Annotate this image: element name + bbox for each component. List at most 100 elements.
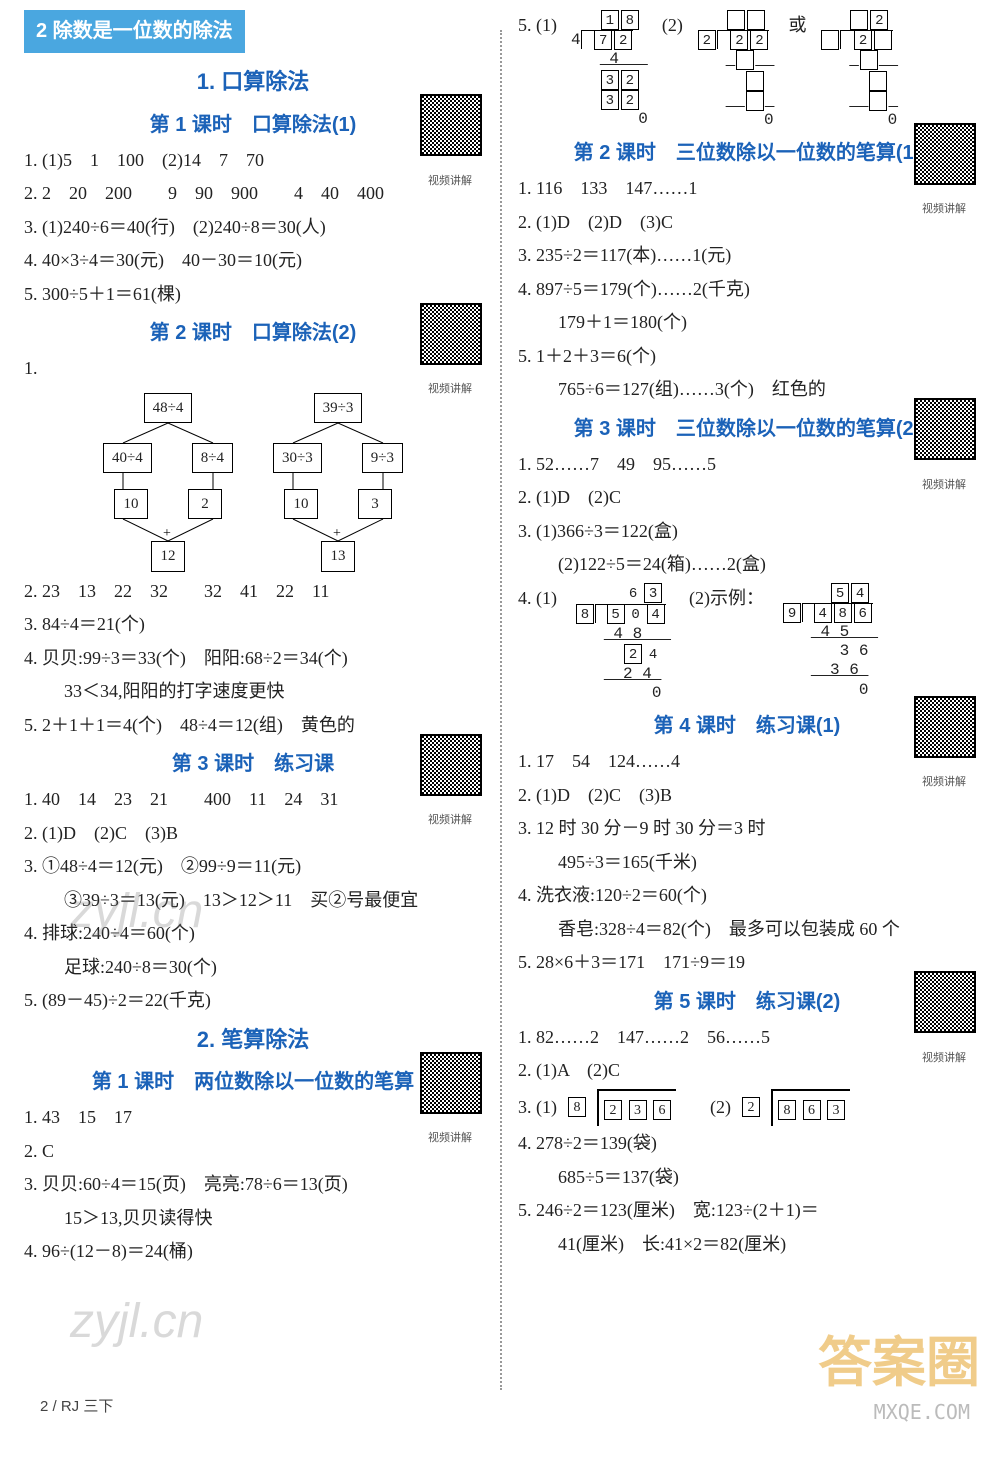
ans-line: 4. 897÷5＝179(个)……2(千克) [518,274,976,306]
qr-icon [914,696,976,758]
qr-icon [420,94,482,156]
qr-label: 视频讲解 [912,1049,976,1068]
problem-3-divisions: 3. (1) 8 2 3 6 (2) 2 8 6 3 [518,1089,976,1127]
digit-cell: 3 [827,1100,845,1120]
ans-line: 2. (1)D (2)D (3)C [518,207,976,239]
ans-line: 1. 116 133 147……1 [518,173,976,205]
ans-line: 3. ①48÷4＝12(元) ②99÷9＝11(元) [24,851,482,883]
ans-line: 2. C [24,1136,482,1168]
tree-node: 30÷3 [273,443,322,473]
dividend: 2 3 6 [597,1089,676,1127]
tree-node: 48÷4 [144,393,193,423]
ans-line: 1. 43 15 17 [24,1102,482,1134]
ans-line: 685÷5＝137(袋) [518,1162,976,1194]
ans-line: 2. (1)D (2)C (3)B [24,818,482,850]
digit-cell: 2 [604,1100,622,1120]
tree-node: 8÷4 [192,443,233,473]
qr-label: 视频讲解 [418,172,482,191]
ans-line: 495÷3＝165(千米) [518,847,976,879]
label: (2)示例： [689,583,764,615]
ans-line: 1. (1)5 1 100 (2)14 7 70 [24,145,482,177]
label: 3. (1) [518,1092,557,1124]
label: 或 [788,10,806,42]
b-lesson-4-header: 第 4 课时 练习课(1) 视频讲解 [518,709,976,744]
ans-line: 1. 17 54 124……4 [518,746,976,778]
lesson-2-title: 第 2 课时 口算除法(2) [150,316,357,351]
qr-icon [420,734,482,796]
svg-text:+: + [333,526,341,541]
b-lesson-4-title: 第 4 课时 练习课(1) [654,709,841,744]
ans-line: 41(厘米) 长:41×2＝82(厘米) [518,1229,976,1261]
b-lesson-2-header: 第 2 课时 三位数除以一位数的笔算(1) 视频讲解 [518,136,976,171]
problem-4-divisions: 4. (1) 63 8 504 4 8 24 2 4 0 (2)示例： 54 9… [518,583,976,704]
digit-cell: 6 [653,1100,671,1120]
b-lesson-1-header: 第 1 课时 两位数除以一位数的笔算 视频讲解 [24,1065,482,1100]
section-banner: 2 除数是一位数的除法 [24,10,245,53]
ans-line: 3. 235÷2＝117(本)……1(元) [518,240,976,272]
qr-label: 视频讲解 [418,1129,482,1148]
ans-line: 4. 洗衣液:120÷2＝60(个) [518,880,976,912]
ans-line: 1. 52……7 49 95……5 [518,449,976,481]
qr-icon [914,971,976,1033]
ans-line: 5. (89－45)÷2＝22(千克) [24,985,482,1017]
b-lesson-5-header: 第 5 课时 练习课(2) 视频讲解 [518,985,976,1020]
ans-line: 4. 278÷2＝139(袋) [518,1128,976,1160]
ans-line: 2. 2 20 200 9 90 900 4 40 400 [24,178,482,210]
subsection-1-title: 1. 口算除法 [24,63,482,102]
qr-icon [914,123,976,185]
long-division: 18 4 72 4 32 32 0 [571,10,648,129]
long-division: 2 22 0 [697,10,775,130]
long-division: 2 2 0 [820,10,898,130]
subsection-2-title: 2. 笔算除法 [24,1021,482,1060]
b-lesson-5-title: 第 5 课时 练习课(2) [654,985,841,1020]
tree-node: 2 [188,489,222,519]
long-division: 54 9 486 4 5 3 6 3 6 0 [782,583,878,700]
tree-node: 9÷3 [362,443,403,473]
ans-line: 4. 40×3÷4＝30(元) 40－30＝10(元) [24,245,482,277]
ans-line: 5. 2＋1＋1＝4(个) 48÷4＝12(组) 黄色的 [24,710,482,742]
tree-node: 3 [358,489,392,519]
ans-line: 5. 300÷5＋1＝61(棵) [24,279,482,311]
ans-line: ③39÷3＝13(元) 13＞12＞11 买②号最便宜 [24,885,482,917]
problem-5-divisions: 5. (1) 18 4 72 4 32 32 0 (2) 2 22 0 或 2 … [518,10,976,130]
tree-node: 13 [321,541,355,571]
b-lesson-3-header: 第 3 课时 三位数除以一位数的笔算(2) 视频讲解 [518,412,976,447]
ans-line: 179＋1＝180(个) [518,307,976,339]
ans-line: 3. 12 时 30 分－9 时 30 分＝3 时 [518,813,976,845]
tree-node: 40÷4 [103,443,152,473]
tree-node: 12 [151,541,185,571]
ans-line: 2. (1)D (2)C [518,482,976,514]
ans-line: 765÷6＝127(组)……3(个) 红色的 [518,374,976,406]
digit-cell: 6 [803,1100,821,1120]
qr-label: 视频讲解 [912,476,976,495]
ans-line: 4. 排球:240÷4＝60(个) [24,918,482,950]
page: 2 除数是一位数的除法 1. 口算除法 第 1 课时 口算除法(1) 视频讲解 … [0,0,1000,1430]
page-footer: 2 / RJ 三下 [40,1394,113,1420]
tree-node: 39÷3 [314,393,363,423]
qr-label: 视频讲解 [418,811,482,830]
qr-label: 视频讲解 [912,200,976,219]
ans-line: 2. (1)A (2)C [518,1055,976,1087]
ans-line: 4. 贝贝:99÷3＝33(个) 阳阳:68÷2＝34(个) [24,643,482,675]
label: (2) [662,10,683,42]
digit-cell: 8 [778,1100,796,1120]
label: 4. (1) [518,583,557,615]
label: 5. (1) [518,10,557,42]
ans-line: 3. (1)366÷3＝122(盒) [518,516,976,548]
ans-line: 1. [24,353,482,385]
tree-b: 39÷3 30÷3 9÷3 10 3 + 13 [268,393,408,572]
lesson-1-header: 第 1 课时 口算除法(1) 视频讲解 [24,108,482,143]
ans-line: 3. (1)240÷6＝40(行) (2)240÷8＝30(人) [24,212,482,244]
right-column: 5. (1) 18 4 72 4 32 32 0 (2) 2 22 0 或 2 … [500,10,976,1410]
lesson-1-title: 第 1 课时 口算除法(1) [150,108,357,143]
b-lesson-3-title: 第 3 课时 三位数除以一位数的笔算(2) [574,412,921,447]
tree-node: 10 [284,489,318,519]
long-division: 63 8 504 4 8 24 2 4 0 [575,583,671,704]
tree-a: 48÷4 40÷4 8÷4 10 2 + 12 [98,393,238,572]
label: (2) [710,1092,731,1124]
lesson-2-header: 第 2 课时 口算除法(2) 视频讲解 [24,316,482,351]
decomposition-trees: 48÷4 40÷4 8÷4 10 2 + 12 39÷3 30÷3 [24,393,482,572]
ans-line: 3. 84÷4＝21(个) [24,609,482,641]
lesson-3-title: 第 3 课时 练习课 [172,747,334,782]
qr-icon [914,398,976,460]
